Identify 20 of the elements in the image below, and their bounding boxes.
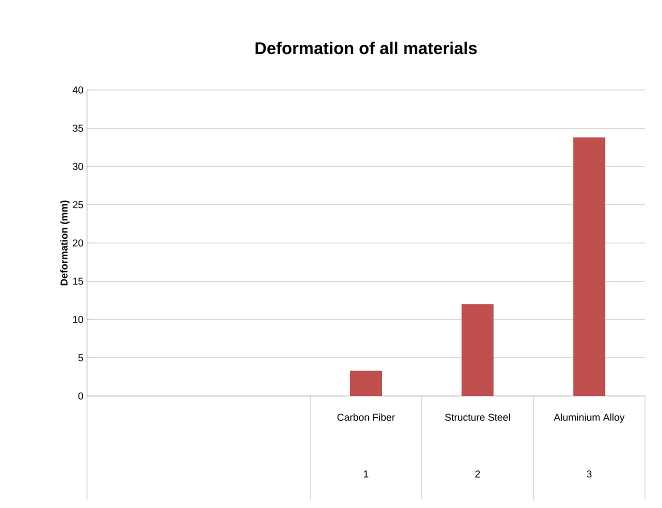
y-tick-label: 5 xyxy=(78,354,84,362)
y-tick-label: 35 xyxy=(72,124,84,132)
y-tick-label: 15 xyxy=(73,278,84,285)
text: 1 xyxy=(364,470,368,478)
y-tick-label: 0 xyxy=(78,392,84,400)
bar xyxy=(462,304,494,396)
y-tick-label: 10 xyxy=(73,316,84,324)
x-tick-label: Aluminium Alloy xyxy=(554,414,625,423)
x-tick-label: Structure Steel xyxy=(445,414,510,421)
chart-title: Deformation of all materials xyxy=(256,42,477,54)
y-tick-label: 40 xyxy=(72,86,84,94)
bar xyxy=(573,137,606,396)
y-axis-title: Deformation (mm) xyxy=(60,200,70,286)
y-tick-label: 20 xyxy=(72,239,84,247)
y-tick-label: 25 xyxy=(72,201,84,208)
text: 3 xyxy=(586,470,592,478)
bar xyxy=(350,370,382,396)
y-tick-label: 30 xyxy=(72,162,84,170)
x-tick-label: Carbon Fiber xyxy=(337,414,395,421)
text: 2 xyxy=(475,470,480,478)
